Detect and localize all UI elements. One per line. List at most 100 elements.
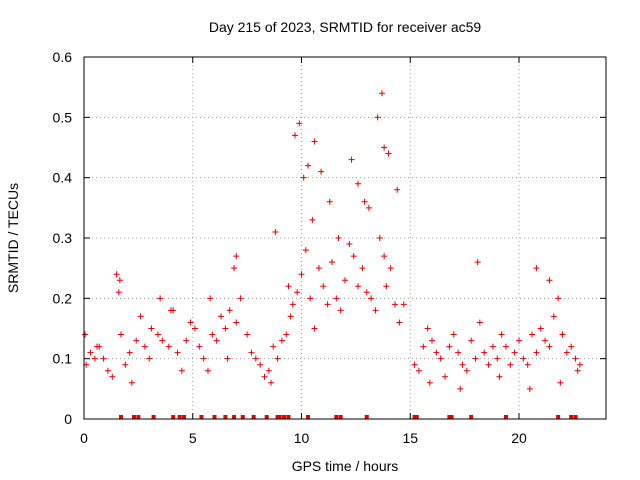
data-point <box>481 349 488 356</box>
bottom-marker <box>364 415 369 419</box>
data-point <box>87 349 94 356</box>
bottom-marker <box>286 415 291 419</box>
data-point <box>365 204 372 211</box>
data-point <box>557 379 564 386</box>
data-point <box>305 162 312 169</box>
bottom-marker <box>334 415 339 419</box>
data-point <box>394 186 401 193</box>
bottom-marker <box>556 415 561 419</box>
y-tick-label: 0.4 <box>53 170 73 186</box>
bottom-marker <box>132 415 137 419</box>
data-point <box>133 337 140 344</box>
data-point <box>117 331 124 338</box>
data-point <box>289 301 296 308</box>
data-point <box>546 277 553 284</box>
data-point <box>376 235 383 241</box>
data-point <box>244 331 251 338</box>
data-point <box>568 343 575 350</box>
data-point <box>252 355 259 362</box>
data-point <box>574 367 581 374</box>
data-point <box>137 313 144 320</box>
data-point <box>113 271 120 278</box>
data-point <box>213 337 220 344</box>
data-point <box>468 337 475 344</box>
data-point <box>442 373 449 380</box>
bottom-marker <box>151 415 156 419</box>
data-point <box>455 349 462 356</box>
bottom-marker <box>264 415 269 419</box>
data-point <box>302 247 309 254</box>
data-point <box>533 349 540 356</box>
data-point <box>174 349 181 356</box>
data-point <box>392 301 399 308</box>
data-point <box>154 331 161 338</box>
data-point <box>550 313 557 320</box>
bottom-marker <box>447 415 452 419</box>
data-point <box>348 156 355 163</box>
x-tick-label: 5 <box>189 430 197 446</box>
data-point <box>159 337 166 344</box>
data-point <box>446 343 453 350</box>
data-point <box>511 349 518 356</box>
data-point <box>209 331 216 338</box>
bottom-marker <box>232 415 237 419</box>
bottom-marker <box>251 415 256 419</box>
data-point <box>516 337 522 344</box>
bottom-marker <box>212 415 217 419</box>
data-point <box>296 120 303 127</box>
data-point <box>285 283 292 290</box>
data-point <box>187 319 194 326</box>
data-point <box>400 301 407 308</box>
data-point <box>300 174 307 181</box>
data-point <box>337 307 344 314</box>
data-point <box>378 90 385 97</box>
data-point <box>233 319 240 326</box>
bottom-marker <box>177 415 182 419</box>
y-tick-label: 0.6 <box>53 49 73 65</box>
data-point <box>524 361 531 368</box>
data-point <box>433 349 440 356</box>
data-point <box>261 373 268 380</box>
bottom-marker <box>338 415 343 419</box>
data-point <box>146 355 153 362</box>
data-point <box>204 367 211 374</box>
data-point <box>396 319 403 326</box>
data-point <box>237 295 244 302</box>
data-point <box>115 289 122 296</box>
data-point <box>265 367 272 374</box>
data-point <box>218 313 225 320</box>
bottom-marker <box>449 415 454 419</box>
data-point <box>231 265 238 272</box>
data-point <box>498 331 505 338</box>
bottom-marker <box>569 415 574 419</box>
data-point <box>485 361 492 368</box>
data-point <box>200 355 207 362</box>
bottom-marker <box>412 415 417 419</box>
data-point <box>294 289 301 296</box>
data-point <box>274 355 281 362</box>
bottom-marker <box>136 415 141 419</box>
data-point <box>542 337 549 344</box>
chart-title: Day 215 of 2023, SRMTID for receiver ac5… <box>209 19 482 35</box>
data-point <box>472 355 479 362</box>
bottom-marker <box>573 415 578 419</box>
data-point <box>324 301 331 308</box>
data-point <box>381 253 388 260</box>
x-axis-label: GPS time / hours <box>292 458 399 474</box>
data-point <box>502 343 509 350</box>
data-point <box>122 361 129 368</box>
bottom-marker <box>306 415 311 419</box>
data-point <box>489 343 496 350</box>
plot-frame <box>83 56 607 420</box>
data-point <box>233 253 240 260</box>
data-point <box>374 114 381 121</box>
bottom-marker <box>240 415 245 419</box>
data-point <box>450 331 457 338</box>
data-point <box>572 355 579 362</box>
data-point <box>291 132 298 139</box>
data-point <box>361 198 368 205</box>
bottom-markers-layer <box>118 415 578 419</box>
bottom-marker <box>275 415 280 419</box>
